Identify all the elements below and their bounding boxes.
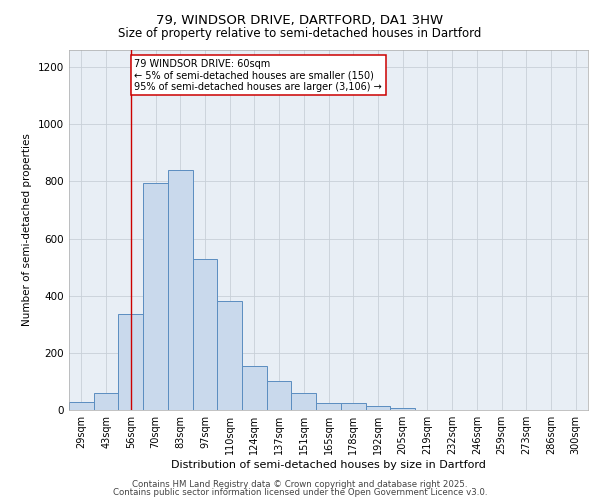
Bar xyxy=(69,402,94,410)
Bar xyxy=(292,393,316,410)
Bar xyxy=(242,366,267,410)
Text: Size of property relative to semi-detached houses in Dartford: Size of property relative to semi-detach… xyxy=(118,28,482,40)
Bar xyxy=(217,302,242,410)
Bar xyxy=(143,183,168,410)
Text: Contains HM Land Registry data © Crown copyright and database right 2025.: Contains HM Land Registry data © Crown c… xyxy=(132,480,468,489)
Bar xyxy=(267,382,292,410)
Bar xyxy=(341,403,365,410)
Bar xyxy=(118,314,143,410)
Bar xyxy=(94,393,118,410)
Bar xyxy=(316,403,341,410)
Y-axis label: Number of semi-detached properties: Number of semi-detached properties xyxy=(22,134,32,326)
Text: Contains public sector information licensed under the Open Government Licence v3: Contains public sector information licen… xyxy=(113,488,487,497)
Bar xyxy=(193,258,217,410)
Bar xyxy=(390,408,415,410)
Bar xyxy=(168,170,193,410)
Bar xyxy=(365,406,390,410)
Text: 79, WINDSOR DRIVE, DARTFORD, DA1 3HW: 79, WINDSOR DRIVE, DARTFORD, DA1 3HW xyxy=(157,14,443,27)
Text: 79 WINDSOR DRIVE: 60sqm
← 5% of semi-detached houses are smaller (150)
95% of se: 79 WINDSOR DRIVE: 60sqm ← 5% of semi-det… xyxy=(134,58,382,92)
X-axis label: Distribution of semi-detached houses by size in Dartford: Distribution of semi-detached houses by … xyxy=(171,460,486,470)
